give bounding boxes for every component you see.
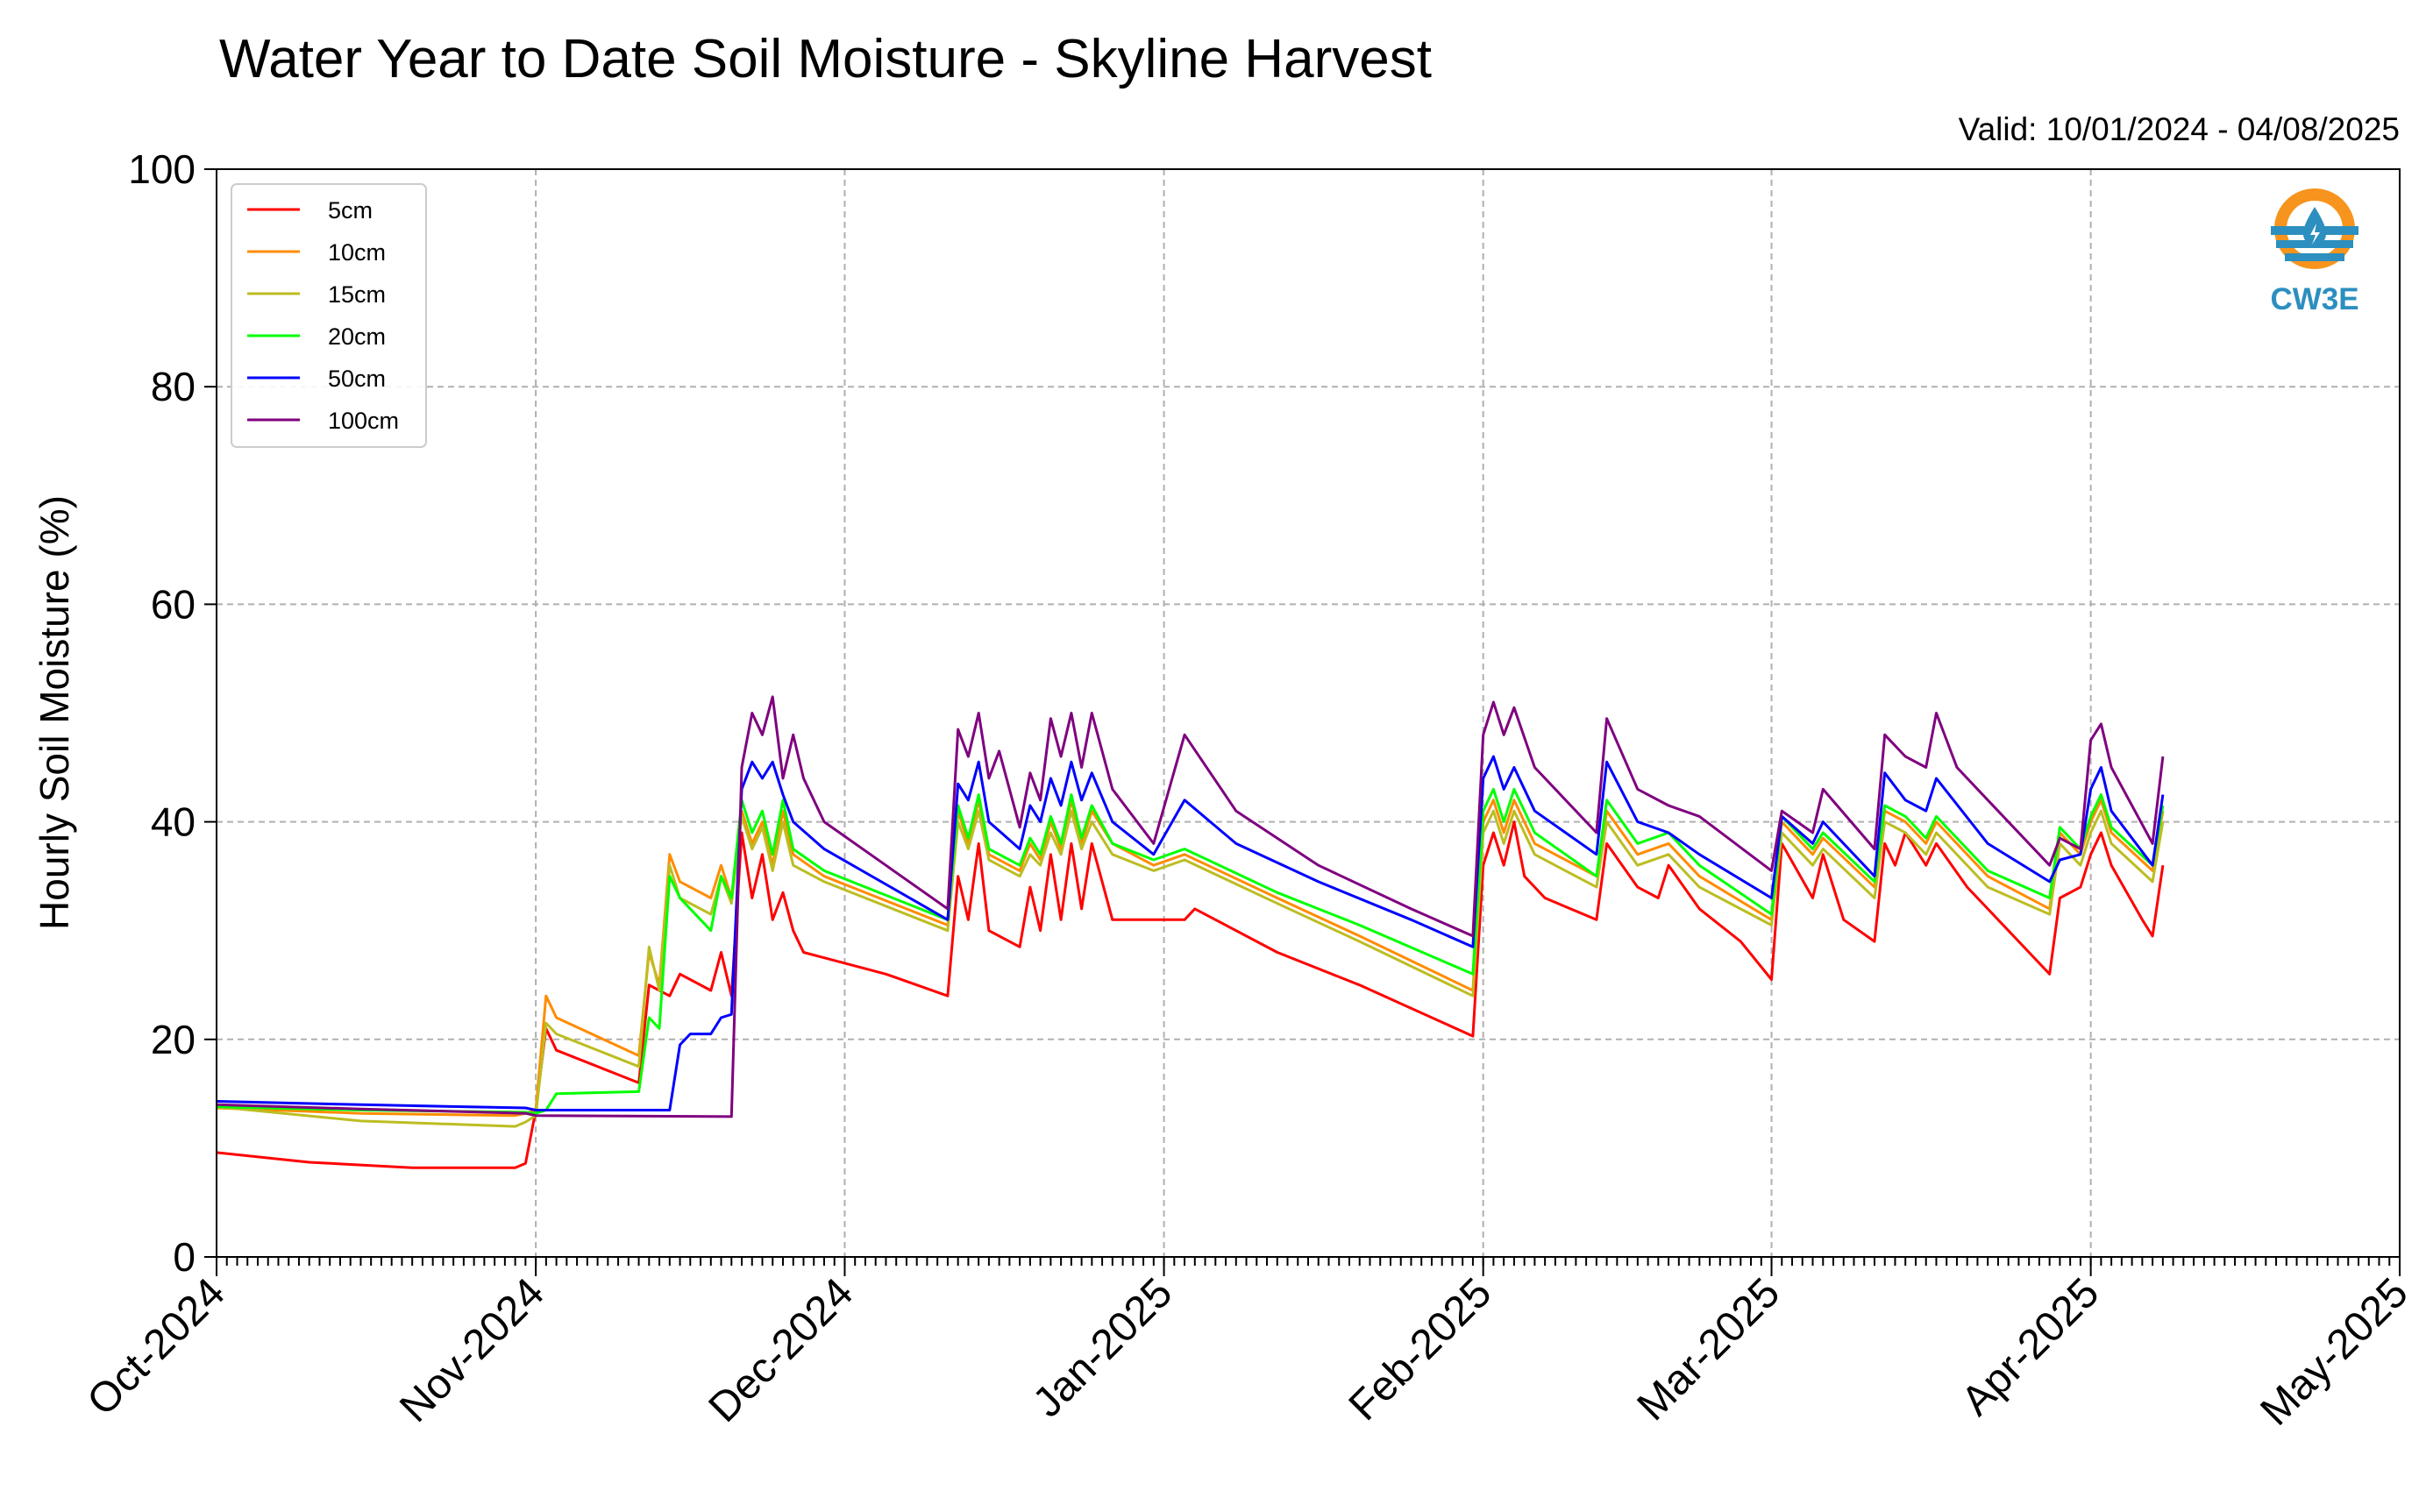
logo-text: CW3E [2270,282,2358,316]
series-line-15cm [216,809,2165,1128]
y-tick-label: 80 [151,364,196,409]
axes: 0 20 40 60 80 100 Oct-2024 Nov-2024 Dec-2024 Jan-… [79,146,2417,1435]
y-tick-label: 60 [151,581,196,627]
legend-label: 50cm [328,366,386,392]
cw3e-water-drop-logo [2271,188,2358,269]
series-lines [216,695,2165,1169]
y-tick-label: 20 [151,1017,196,1062]
series-line-20cm [216,787,2165,1115]
y-tick-label: 40 [151,799,196,845]
x-tick-label: Feb-2025 [1341,1269,1501,1430]
legend-label: 100cm [328,408,399,434]
legend-label: 20cm [328,323,386,350]
legend-label: 5cm [328,197,373,224]
chart-title: Water Year to Date Soil Moisture - Skyli… [219,29,1432,89]
y-tick-label: 100 [128,146,196,192]
cw3e-logo: CW3E [2270,188,2359,316]
x-tick-label: Jan-2025 [1024,1269,1181,1426]
series-line-100cm [216,695,2165,1118]
legend-label: 15cm [328,281,386,308]
x-tick-label: Dec-2024 [701,1269,863,1431]
grid-lines [216,168,2401,1258]
chart-subtitle: Valid: 10/01/2024 - 04/08/2025 [1959,111,2400,147]
series-line-5cm [216,820,2165,1169]
x-tick-label: Apr-2025 [1953,1269,2108,1424]
y-axis-label: Hourly Soil Moisture (%) [32,495,77,930]
series-line-10cm [216,799,2165,1118]
plot-frame [216,168,2401,1258]
x-tick-label: Mar-2025 [1629,1269,1789,1430]
x-tick-label: May-2025 [2252,1269,2416,1434]
y-tick-label: 0 [173,1234,196,1280]
x-tick-label: Oct-2024 [79,1269,234,1424]
legend: 5cm 10cm 15cm 20cm 50cm 100cm [231,183,427,448]
legend-label: 10cm [328,239,386,266]
legend-box [231,183,427,448]
series-line-50cm [216,755,2165,1111]
x-tick-label: Nov-2024 [391,1269,553,1431]
